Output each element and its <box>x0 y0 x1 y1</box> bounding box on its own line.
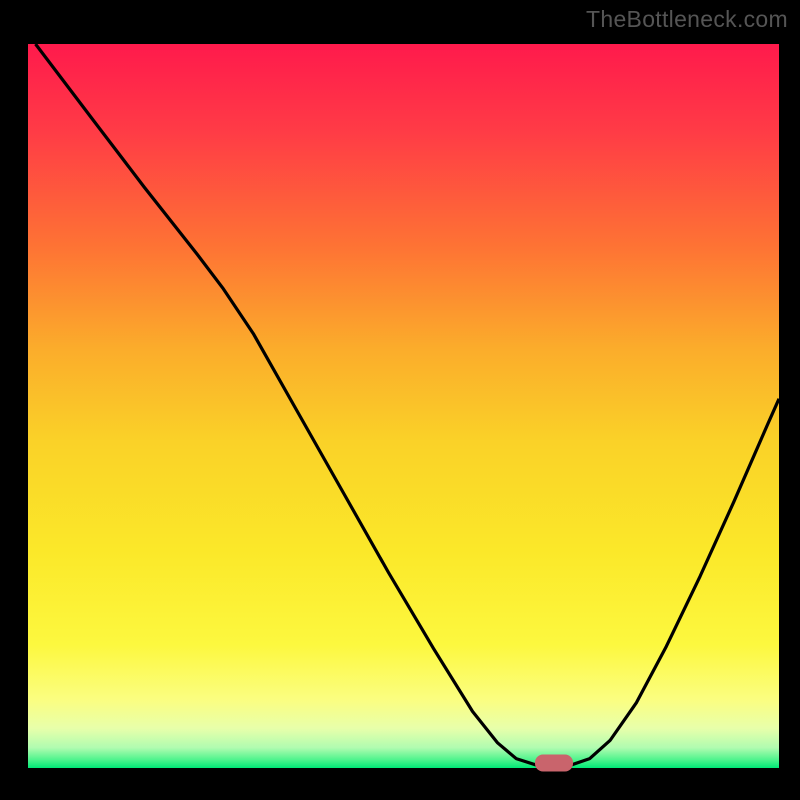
optimal-point-marker <box>535 755 573 772</box>
plot-area <box>24 40 783 772</box>
watermark-text: TheBottleneck.com <box>586 6 788 33</box>
chart-root: TheBottleneck.com <box>0 0 800 800</box>
bottleneck-curve <box>28 44 779 768</box>
